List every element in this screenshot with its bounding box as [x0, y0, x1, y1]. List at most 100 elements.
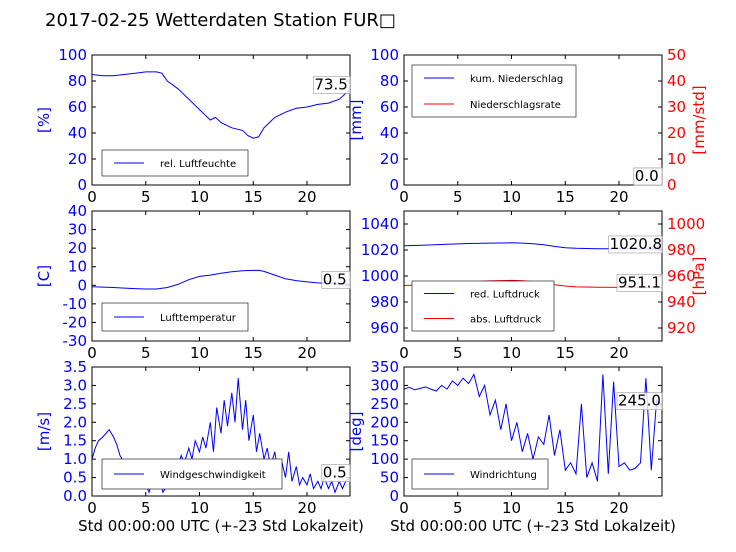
- x-axis-label: Std 00:00:00 UTC (+-23 Std Lokalzeit): [390, 517, 676, 535]
- x-tick-label: 15: [244, 188, 263, 206]
- y-tick-label: 300: [370, 376, 399, 394]
- x-tick-label: 5: [453, 188, 463, 206]
- series-group: [92, 269, 350, 290]
- legend: red. Luftdruck abs. Luftdruck: [411, 280, 555, 332]
- x-tick-label: 0: [399, 344, 409, 362]
- y2-axis-label: [hPa]: [690, 257, 708, 296]
- x-tick-label: 5: [453, 344, 463, 362]
- x-tick-label: 20: [609, 344, 628, 362]
- y2-tick-label: 960: [667, 267, 696, 285]
- legend-label: kum. Niederschlag: [470, 74, 563, 85]
- figure-title: 2017-02-25 Wetterdaten Station FUR□: [45, 10, 396, 31]
- y-tick-label: 1040: [361, 215, 399, 233]
- last-value-label: 245.0: [618, 392, 661, 410]
- x-tick-label: 15: [556, 344, 575, 362]
- y-axis-label: [mm]: [347, 100, 365, 141]
- y2-tick-label: 30: [667, 98, 686, 116]
- y2-tick-label: 10: [667, 150, 686, 168]
- chart-panel-3: 0 5 10 15 20-30-20-10010203040[C]Lufttempera…: [35, 202, 351, 362]
- legend-box: [411, 64, 577, 118]
- plot-frame: [91, 366, 351, 497]
- chart-panel-4: 0 5 10 15 2096098010001020104092094096098010…: [361, 210, 708, 362]
- legend-label: Windgeschwindigkeit: [160, 470, 266, 481]
- y-tick-label: -10: [63, 295, 88, 313]
- y-tick-label: 960: [370, 319, 399, 337]
- x-tick-label: 15: [556, 188, 575, 206]
- y-tick-label: -30: [63, 332, 88, 350]
- y-tick-label: 40: [68, 202, 87, 220]
- y-tick-label: 0: [389, 176, 399, 194]
- y-tick-label: 20: [380, 150, 399, 168]
- last-value-box: [608, 235, 663, 254]
- y2-tick-label: 920: [667, 319, 696, 337]
- legend-box: [411, 280, 555, 332]
- plot-frame: [91, 54, 351, 186]
- y-tick-label: -20: [63, 313, 88, 331]
- x-tick-label: 20: [609, 499, 628, 517]
- x-tick-label: 0: [87, 188, 97, 206]
- y2-tick-label: 50: [667, 46, 686, 64]
- y-tick-label: 20: [68, 150, 87, 168]
- last-value-label: 0.5: [323, 464, 347, 482]
- last-value-box: [321, 464, 351, 482]
- legend: kum. Niederschlag Niederschlagsrate: [411, 64, 577, 118]
- y-tick-label: 0: [77, 276, 87, 294]
- chart-panel-1: 0 5 10 15 20 0 20 40 60 80 100 [%] rel. Luftfeuchte 7…: [35, 46, 351, 206]
- y-tick-label: 0.5: [63, 469, 87, 487]
- y-tick-label: 100: [370, 450, 399, 468]
- y-tick-label: 0: [389, 487, 399, 505]
- y-tick-label: 1.5: [63, 432, 87, 450]
- y-tick-label: 3.5: [63, 358, 87, 376]
- y-tick-label: 100: [58, 46, 87, 64]
- y2-axis-label: [mm/std]: [690, 85, 708, 154]
- y-tick-label: 40: [68, 124, 87, 142]
- y2-tick-label: 20: [667, 124, 686, 142]
- y-axis-label: [%]: [35, 107, 53, 133]
- last-value-box: [616, 392, 663, 411]
- x-tick-label: 10: [502, 499, 521, 517]
- y-tick-label: 30: [68, 221, 87, 239]
- y2-tick-label: 980: [667, 241, 696, 259]
- legend-label: Windrichtung: [470, 470, 537, 481]
- x-tick-label: 0: [87, 499, 97, 517]
- x-tick-label: 10: [190, 344, 209, 362]
- x-tick-label: 10: [190, 499, 209, 517]
- y-tick-label: 1.0: [63, 450, 87, 468]
- x-tick-label: 0: [87, 344, 97, 362]
- x-tick-label: 10: [190, 188, 209, 206]
- chart-panel-2: 0 5 10 15 20 0 20 40 60 80 100 0 10 20 30 40 50 [mm] [mm/s…: [347, 46, 708, 206]
- x-tick-label: 10: [502, 188, 521, 206]
- legend-label: red. Luftdruck: [470, 290, 540, 301]
- y-tick-label: 40: [380, 124, 399, 142]
- x-tick-label: 0: [399, 188, 409, 206]
- y-tick-label: 80: [68, 72, 87, 90]
- last-value-label: 0.5: [323, 270, 347, 288]
- y-tick-label: 0.0: [63, 487, 87, 505]
- plot-frame: [403, 366, 663, 497]
- series-line-1: [92, 71, 350, 139]
- y-tick-label: 60: [68, 98, 87, 116]
- y-tick-label: 1000: [361, 267, 399, 285]
- last-value-label-2: 951.1: [618, 274, 661, 292]
- x-tick-label: 20: [297, 188, 316, 206]
- x-tick-label: 15: [244, 499, 263, 517]
- plot-frame: [403, 54, 663, 186]
- y-tick-label: 20: [68, 239, 87, 257]
- x-tick-label: 20: [297, 344, 316, 362]
- y2-tick-label: 940: [667, 293, 696, 311]
- y-tick-label: 1020: [361, 241, 399, 259]
- y-tick-label: 2.0: [63, 413, 87, 431]
- x-tick-label: 5: [141, 188, 151, 206]
- legend-label: rel. Luftfeuchte: [160, 159, 236, 170]
- chart-panel-5: 0 5 10 15 200.00.51.01.52.02.53.03.5[m/s]Std…: [35, 358, 364, 535]
- legend-label: abs. Luftdruck: [470, 315, 541, 326]
- x-tick-label: 15: [556, 499, 575, 517]
- y2-tick-label: 0: [667, 176, 677, 194]
- y-tick-label: 3.0: [63, 376, 87, 394]
- legend: rel. Luftfeuchte: [101, 149, 249, 177]
- x-axis-label: Std 00:00:00 UTC (+-23 Std Lokalzeit): [78, 517, 364, 535]
- series-group: [92, 71, 350, 139]
- legend-label: Niederschlagsrate: [470, 100, 561, 111]
- x-tick-label: 20: [609, 188, 628, 206]
